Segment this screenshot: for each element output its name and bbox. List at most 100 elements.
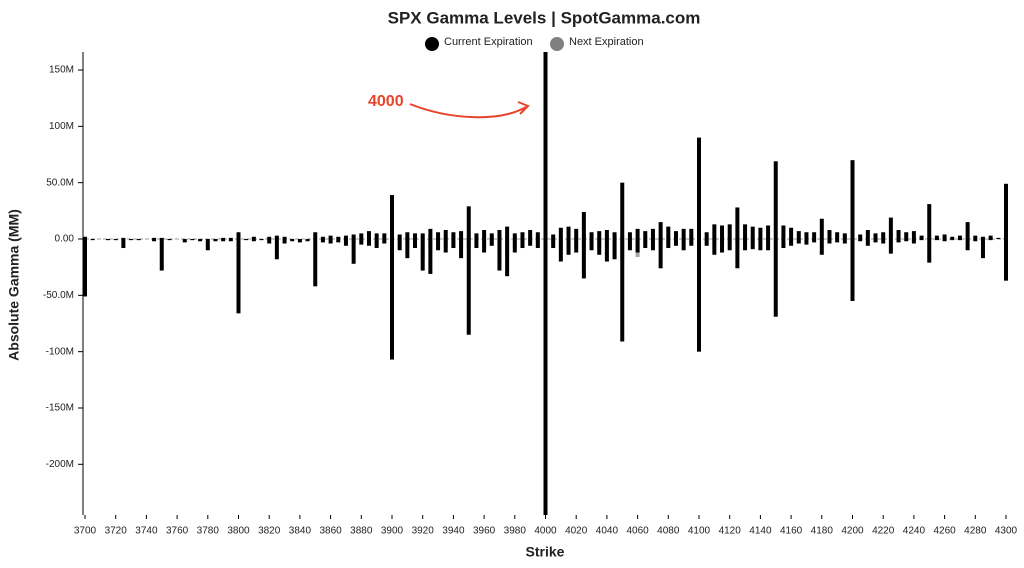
bar <box>904 239 909 242</box>
bar <box>297 239 302 243</box>
bar <box>773 239 778 317</box>
bar <box>904 232 909 240</box>
bar <box>213 239 218 242</box>
bar <box>313 239 318 287</box>
bar <box>827 239 832 244</box>
bar <box>267 236 272 240</box>
bar <box>635 239 640 253</box>
bar <box>604 229 609 240</box>
bar <box>466 239 471 335</box>
bar <box>551 234 556 240</box>
bar <box>996 237 1001 240</box>
bar <box>704 232 709 240</box>
bar <box>827 229 832 240</box>
x-tick-label: 4160 <box>780 526 803 537</box>
bar <box>328 239 333 244</box>
bar <box>474 239 479 249</box>
bar <box>965 239 970 251</box>
annotation: 4000 <box>368 93 404 110</box>
bar <box>528 239 533 246</box>
bar <box>366 231 371 240</box>
bar <box>704 239 709 246</box>
bar <box>934 239 939 241</box>
bar <box>390 195 394 240</box>
bar <box>405 239 410 259</box>
bar <box>942 234 947 240</box>
bar <box>121 239 126 249</box>
bar <box>673 239 678 246</box>
x-tick-label: 3760 <box>166 526 189 537</box>
bar <box>750 226 755 240</box>
bar <box>343 239 348 246</box>
bar <box>804 232 809 240</box>
bar <box>351 234 356 240</box>
bar <box>650 228 655 240</box>
bar <box>789 227 794 240</box>
y-tick-label: 0.00 <box>55 234 75 245</box>
bar <box>489 233 494 240</box>
bar <box>443 229 448 240</box>
bar <box>720 239 725 253</box>
bar <box>512 233 517 240</box>
x-tick-label: 4200 <box>841 526 864 537</box>
bar <box>413 239 418 249</box>
bar <box>666 226 671 240</box>
bar <box>589 232 594 240</box>
bar <box>397 234 402 240</box>
bar <box>888 239 893 254</box>
bar <box>420 239 425 271</box>
bar <box>1004 239 1008 281</box>
bar <box>205 239 210 251</box>
bar <box>390 239 394 360</box>
bar <box>382 233 387 240</box>
bar <box>750 239 755 250</box>
x-tick-label: 3980 <box>504 526 527 537</box>
bar <box>919 239 924 241</box>
bar <box>620 239 625 342</box>
x-tick-label: 3900 <box>381 526 404 537</box>
bar <box>497 239 502 271</box>
x-tick-label: 4140 <box>749 526 772 537</box>
y-tick-label: 50.0M <box>46 177 74 188</box>
bar <box>274 235 279 240</box>
bar <box>551 239 556 249</box>
bar <box>129 239 134 241</box>
bar <box>858 239 863 242</box>
bar <box>988 239 993 241</box>
bar <box>727 239 732 251</box>
bar <box>566 239 571 255</box>
bar <box>474 233 479 240</box>
bar <box>911 231 916 240</box>
y-tick-label: -200M <box>46 459 74 470</box>
x-tick-label: 4100 <box>688 526 711 537</box>
bar <box>182 239 187 243</box>
bar <box>366 239 371 246</box>
bar <box>766 239 771 251</box>
bar <box>581 211 586 240</box>
y-tick-label: 150M <box>49 65 74 76</box>
bar <box>896 229 901 240</box>
x-tick-label: 4120 <box>719 526 742 537</box>
x-tick-label: 4180 <box>811 526 834 537</box>
bar <box>574 228 579 240</box>
bar <box>804 239 809 245</box>
x-tick-label: 4060 <box>626 526 649 537</box>
x-tick-label: 4300 <box>995 526 1018 537</box>
bar <box>950 239 955 241</box>
x-tick-label: 3700 <box>74 526 97 537</box>
bar <box>927 204 932 240</box>
bar <box>942 239 947 242</box>
bar <box>950 236 955 240</box>
bar <box>459 239 464 259</box>
bar <box>842 233 847 240</box>
y-tick-label: -100M <box>46 346 74 357</box>
bar <box>1004 183 1008 240</box>
bar <box>735 239 740 269</box>
bar <box>336 239 341 243</box>
x-tick-label: 3800 <box>227 526 250 537</box>
bar <box>443 239 448 253</box>
bar <box>612 232 617 240</box>
bar <box>865 229 870 240</box>
bar <box>957 235 962 240</box>
